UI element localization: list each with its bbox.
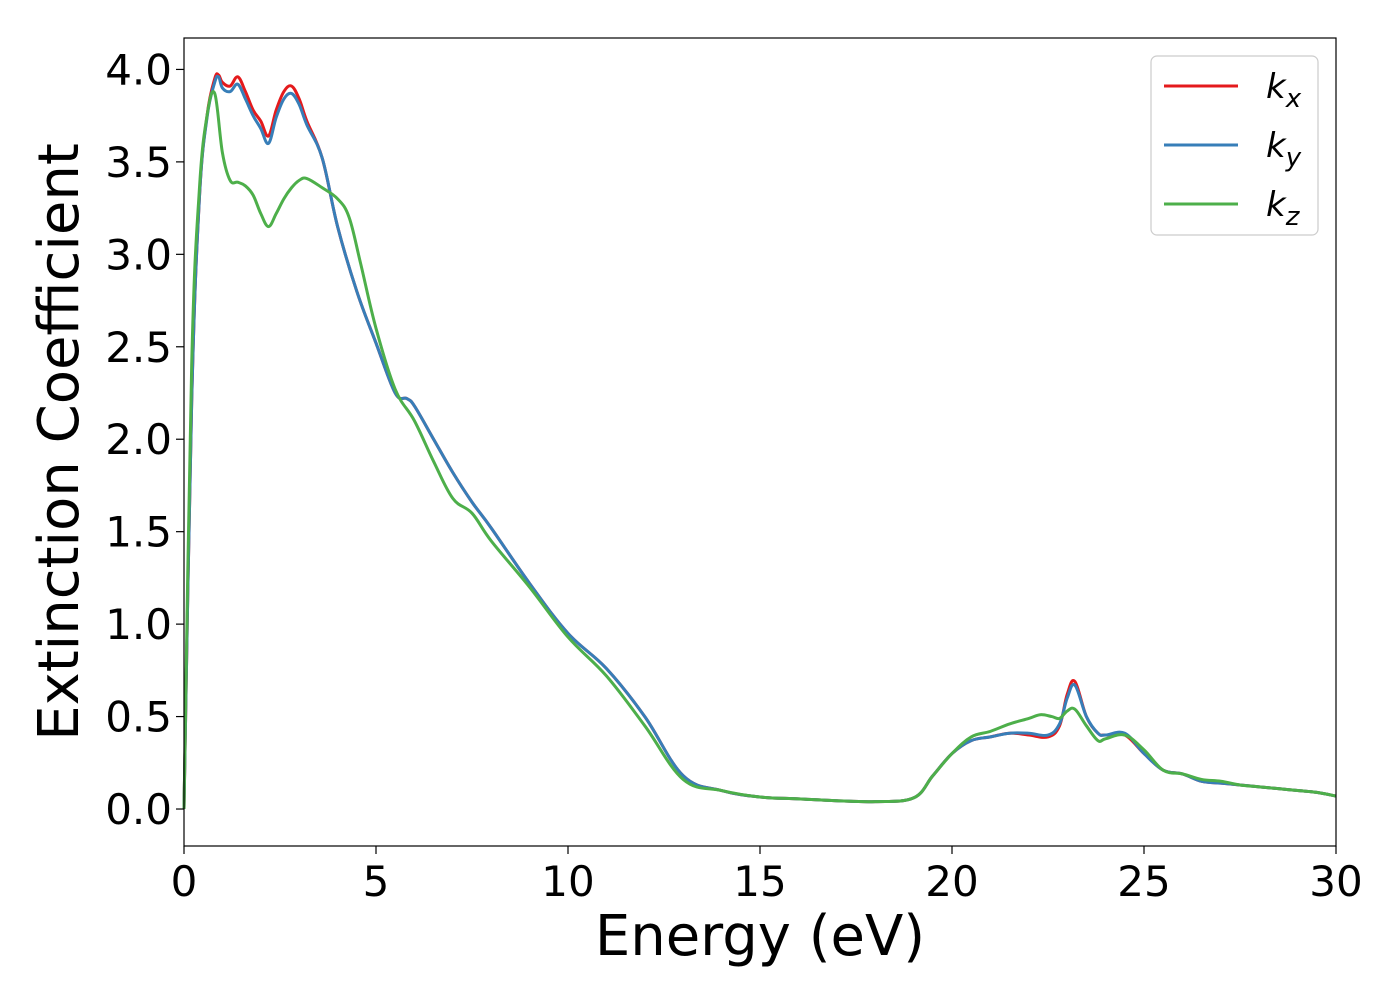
x-tick-label: 10	[541, 857, 594, 906]
series-line-ky	[182, 74, 1337, 810]
x-tick-label: 30	[1309, 857, 1362, 906]
series-line-kz	[182, 90, 1337, 810]
legend-label-ky: ky	[1266, 126, 1302, 173]
x-tick-label: 0	[171, 857, 198, 906]
x-tick-label: 5	[363, 857, 390, 906]
x-tick-label: 20	[925, 857, 978, 906]
y-tick-label: 0.0	[105, 785, 172, 834]
y-tick-label: 4.0	[105, 45, 172, 94]
y-tick-label: 1.0	[105, 600, 172, 649]
y-tick-label: 0.5	[105, 693, 172, 742]
y-tick-label: 3.5	[105, 138, 172, 187]
y-tick-label: 2.0	[105, 415, 172, 464]
y-tick-label: 2.5	[105, 323, 172, 372]
legend: kx ky kz	[1150, 55, 1319, 236]
x-tick-label: 25	[1117, 857, 1170, 906]
legend-label-kz: kz	[1266, 185, 1301, 232]
y-tick-label: 3.0	[105, 230, 172, 279]
y-tick-label: 1.5	[105, 508, 172, 557]
y-axis-title: Extinction Coefficient	[27, 143, 92, 741]
ticks-layer: 0 5 10 15 20 25 30 0.0 0.5 1.0 1.5 2.0 2.5 3.0 3.5 4.0	[105, 45, 1363, 906]
series-layer	[182, 72, 1337, 810]
x-tick-label: 15	[733, 857, 786, 906]
x-axis-title: Energy (eV)	[595, 904, 925, 969]
legend-label-kx: kx	[1266, 67, 1302, 114]
